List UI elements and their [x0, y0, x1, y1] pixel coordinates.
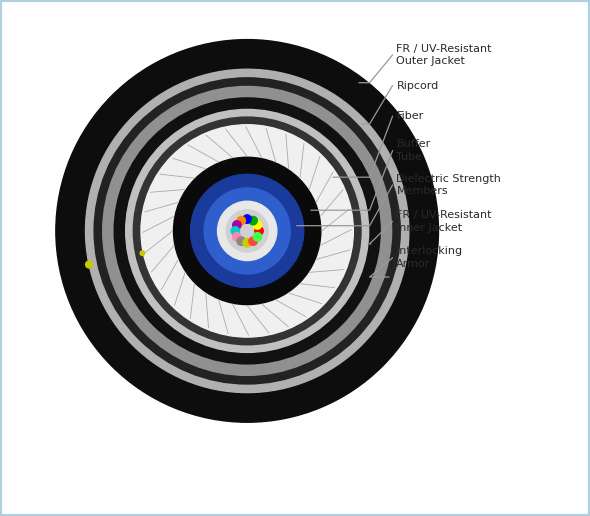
- Circle shape: [243, 215, 251, 223]
- Text: Interlocking
Armor: Interlocking Armor: [396, 247, 463, 269]
- Circle shape: [114, 98, 380, 364]
- Circle shape: [231, 227, 240, 235]
- Text: Cross Section of Part Number: 012TSF-T4131DA1: Cross Section of Part Number: 012TSF-T41…: [18, 477, 513, 495]
- Circle shape: [226, 210, 268, 252]
- Circle shape: [126, 109, 369, 352]
- Circle shape: [243, 238, 251, 247]
- Circle shape: [255, 227, 263, 235]
- Circle shape: [191, 174, 304, 287]
- Circle shape: [94, 78, 400, 384]
- Circle shape: [86, 69, 409, 393]
- Text: Ripcord: Ripcord: [396, 80, 438, 90]
- Text: Fiber: Fiber: [396, 111, 424, 121]
- Circle shape: [218, 201, 277, 261]
- Circle shape: [173, 157, 321, 304]
- Circle shape: [237, 216, 245, 225]
- Circle shape: [56, 40, 438, 422]
- Circle shape: [191, 174, 304, 287]
- Circle shape: [226, 210, 268, 252]
- Circle shape: [249, 237, 257, 246]
- Circle shape: [249, 216, 257, 225]
- Text: FR / UV-Resistant
Outer Jacket: FR / UV-Resistant Outer Jacket: [396, 44, 492, 66]
- Circle shape: [133, 117, 361, 345]
- Circle shape: [141, 125, 353, 337]
- Circle shape: [204, 188, 290, 274]
- Circle shape: [232, 221, 241, 229]
- Text: Buffer
Tube: Buffer Tube: [396, 139, 431, 162]
- Circle shape: [103, 87, 392, 375]
- Text: Dielectric Strength
Members: Dielectric Strength Members: [396, 174, 502, 196]
- Circle shape: [204, 188, 290, 274]
- Circle shape: [253, 233, 261, 241]
- Text: FR / UV-Resistant
Inner Jacket: FR / UV-Resistant Inner Jacket: [396, 210, 492, 233]
- Circle shape: [86, 261, 93, 268]
- Circle shape: [218, 201, 277, 261]
- Circle shape: [237, 237, 245, 246]
- Circle shape: [232, 233, 241, 241]
- Circle shape: [253, 221, 261, 229]
- Circle shape: [140, 251, 145, 255]
